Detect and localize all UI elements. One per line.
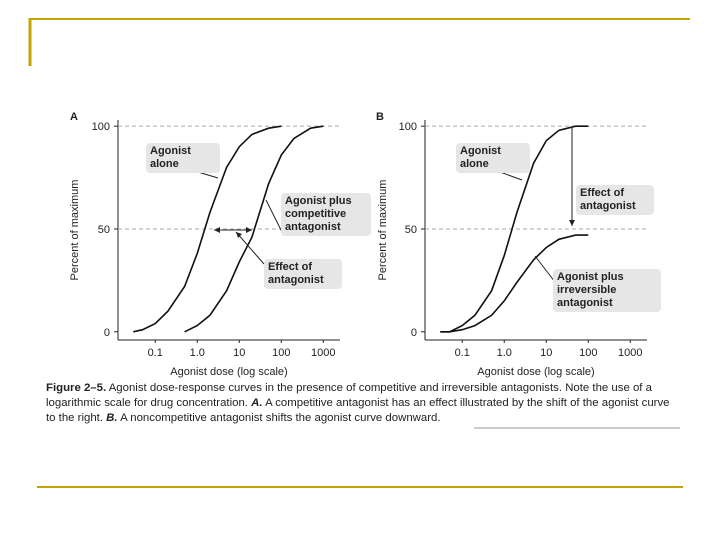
x-tick-label: 10 bbox=[540, 347, 552, 359]
y-tick-label: 100 bbox=[399, 121, 417, 133]
caption-label: A. bbox=[251, 397, 263, 409]
caption-text: A competitive antagonist has an effect i… bbox=[46, 397, 670, 424]
x-tick-label: 100 bbox=[579, 347, 597, 359]
caption-label: Figure 2–5. bbox=[46, 382, 107, 394]
leader-line bbox=[265, 199, 283, 233]
arrow-head bbox=[236, 232, 242, 238]
y-axis-label: Percent of maximum bbox=[377, 180, 389, 281]
leader-line bbox=[534, 255, 556, 283]
x-tick-label: 1.0 bbox=[190, 347, 205, 359]
x-tick-label: 0.1 bbox=[148, 347, 163, 359]
x-tick-label: 10 bbox=[233, 347, 245, 359]
annotation: Agonist plus irreversible antagonist bbox=[553, 269, 661, 312]
arrow-line bbox=[235, 231, 265, 265]
panel-label: B bbox=[376, 111, 384, 123]
y-axis-label: Percent of maximum bbox=[69, 180, 81, 281]
figure-caption: Figure 2–5. Agonist dose-response curves… bbox=[46, 381, 682, 426]
curve bbox=[133, 125, 282, 333]
arrow-head bbox=[246, 227, 252, 233]
y-tick-label: 100 bbox=[92, 121, 110, 133]
annotation: Effect of antagonist bbox=[264, 259, 342, 289]
y-tick-label: 50 bbox=[98, 224, 110, 236]
x-tick-label: 0.1 bbox=[455, 347, 470, 359]
x-axis-label: Agonist dose (log scale) bbox=[170, 366, 287, 378]
caption-label: B. bbox=[106, 412, 118, 424]
leader-line bbox=[499, 171, 523, 181]
y-tick-label: 0 bbox=[104, 327, 110, 339]
panel-label: A bbox=[70, 111, 78, 123]
annotation: Agonist alone bbox=[456, 143, 530, 173]
annotation: Agonist plus competitive antagonist bbox=[281, 193, 371, 236]
arrow-head bbox=[569, 220, 575, 226]
arrow-head bbox=[214, 227, 220, 233]
caption-text: Agonist dose-response curves in the pres… bbox=[46, 382, 652, 409]
x-tick-label: 1000 bbox=[618, 347, 642, 359]
curve bbox=[440, 234, 589, 333]
x-tick-label: 100 bbox=[272, 347, 290, 359]
curve bbox=[440, 125, 589, 333]
annotation: Effect of antagonist bbox=[576, 185, 654, 215]
y-tick-label: 0 bbox=[411, 327, 417, 339]
x-tick-label: 1000 bbox=[311, 347, 335, 359]
curve bbox=[184, 125, 324, 333]
y-tick-label: 50 bbox=[405, 224, 417, 236]
annotation: Agonist alone bbox=[146, 143, 220, 173]
x-tick-label: 1.0 bbox=[497, 347, 512, 359]
x-axis-label: Agonist dose (log scale) bbox=[477, 366, 594, 378]
caption-text: A noncompetitive antagonist shifts the a… bbox=[120, 412, 441, 424]
leader-line bbox=[197, 171, 219, 179]
